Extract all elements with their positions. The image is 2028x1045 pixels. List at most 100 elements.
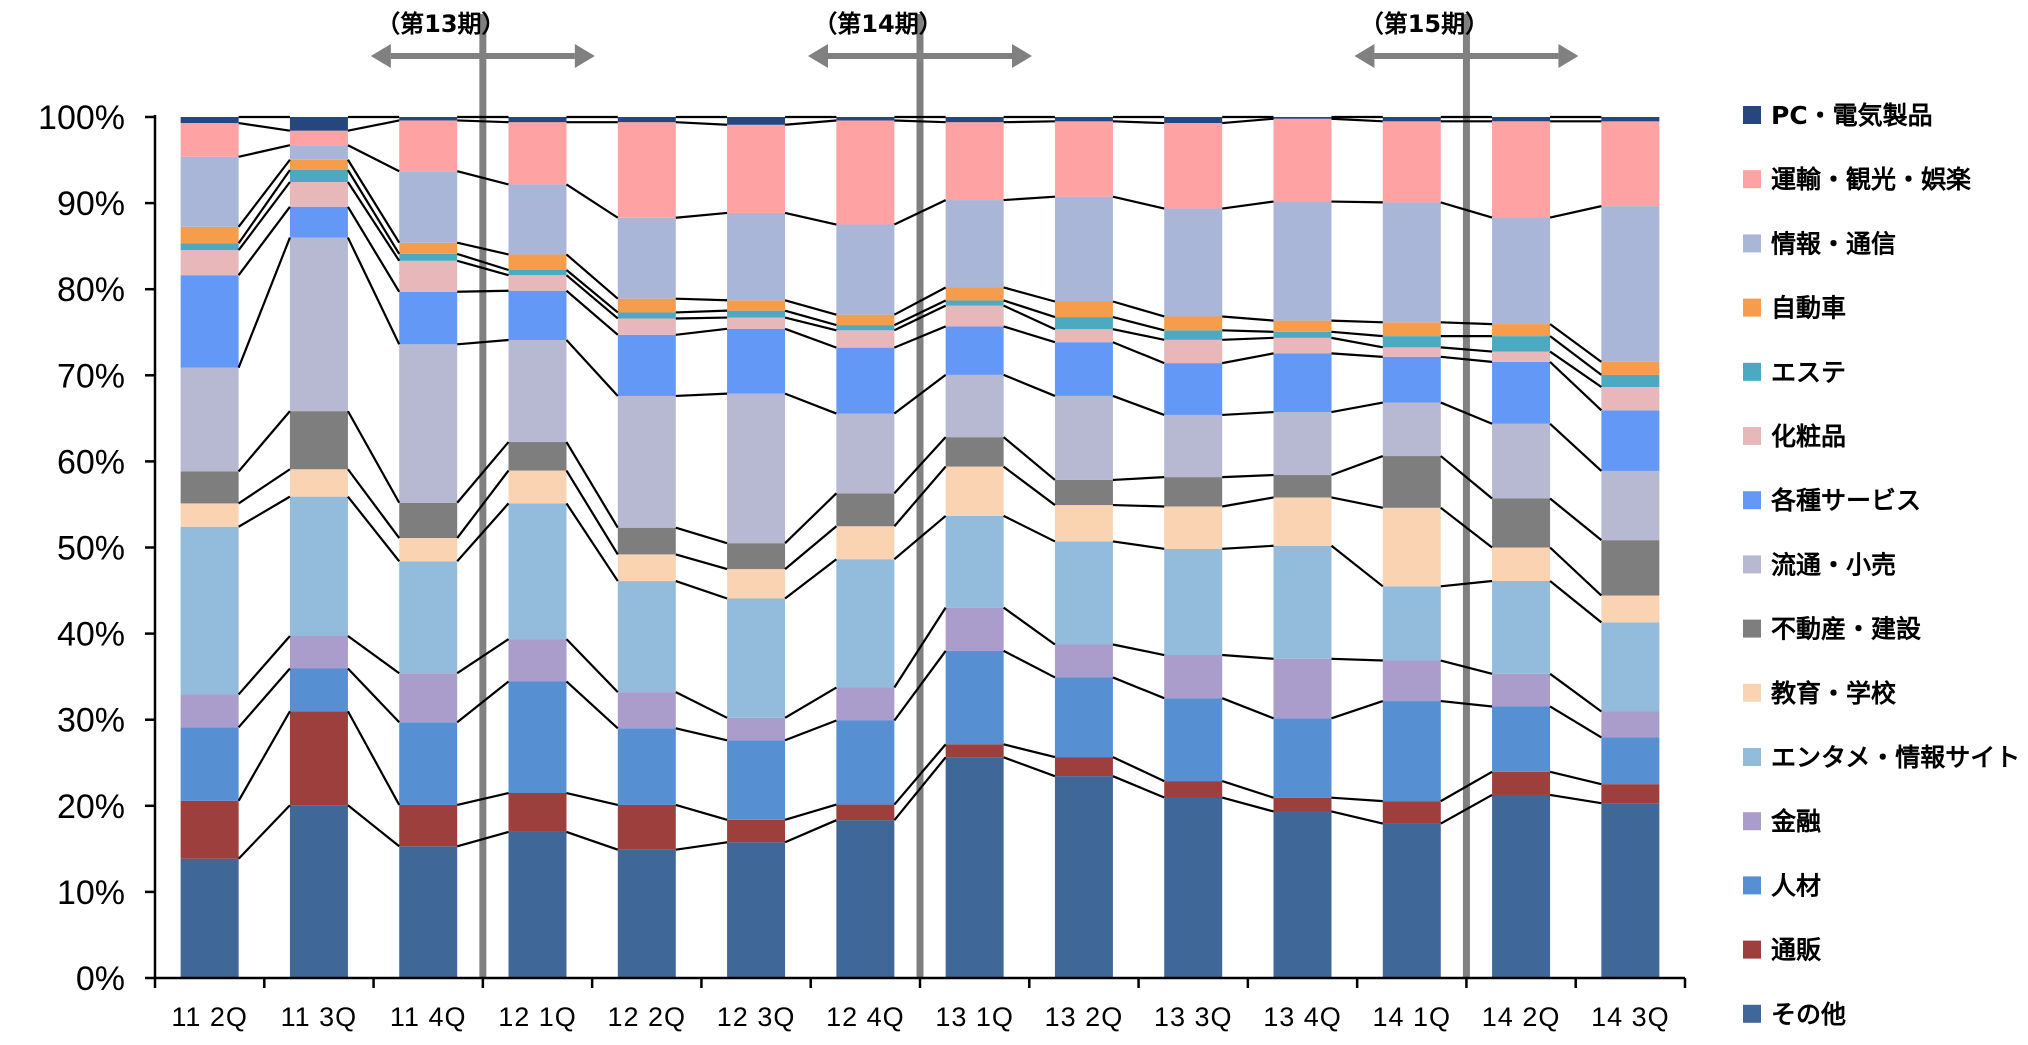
- bar-segment-11-2Q-5: [180, 503, 239, 527]
- bar-segment-13-1Q-11: [945, 287, 1004, 301]
- bar-segment-12-4Q-5: [836, 526, 895, 560]
- bar-segment-12-4Q-9: [836, 330, 895, 348]
- bar-segment-13-2Q-14: [1054, 117, 1113, 122]
- legend-label: エンタメ・情報サイト: [1771, 743, 2020, 772]
- bar-group-14-3Q: [1601, 117, 1660, 978]
- bar-segment-13-4Q-7: [1273, 412, 1332, 476]
- bar-segment-14-2Q-13: [1492, 121, 1551, 218]
- legend-item: 不動産・建設: [1743, 615, 1922, 644]
- y-tick-label: 70%: [57, 357, 125, 395]
- bar-segment-12-3Q-7: [727, 393, 786, 544]
- legend-swatch: [1743, 427, 1761, 445]
- bar-segment-13-2Q-10: [1054, 317, 1113, 330]
- bar-segment-12-2Q-3: [617, 692, 676, 729]
- bar-segment-13-2Q-1: [1054, 757, 1113, 777]
- period-label: （第14期）: [813, 10, 942, 38]
- bar-segment-13-4Q-13: [1273, 118, 1332, 202]
- y-tick-label: 40%: [57, 616, 125, 654]
- series-connector-lines: [237, 115, 1603, 860]
- legend-label: 情報・通信: [1771, 229, 1896, 258]
- bar-segment-13-4Q-10: [1273, 331, 1332, 338]
- bar-segment-14-3Q-5: [1601, 595, 1660, 623]
- bar-segment-13-4Q-0: [1273, 811, 1332, 978]
- bar-segment-13-4Q-5: [1273, 497, 1332, 546]
- bar-segment-12-4Q-11: [836, 314, 895, 326]
- legend-item: 運輸・観光・娯楽: [1743, 165, 1972, 194]
- bar-segment-12-1Q-9: [508, 275, 567, 291]
- connector-line-13: [238, 144, 1602, 226]
- legend-label: 金融: [1770, 807, 1821, 836]
- bar-segment-11-3Q-6: [289, 411, 348, 470]
- bar-segment-14-3Q-8: [1601, 410, 1660, 471]
- y-tick-label: 20%: [57, 788, 125, 826]
- bar-segment-12-2Q-11: [617, 298, 676, 313]
- bar-segment-11-2Q-10: [180, 243, 239, 251]
- legend-item: エステ: [1743, 358, 1846, 387]
- x-tick-label: 12 4Q: [826, 1002, 905, 1032]
- legend-swatch: [1743, 555, 1761, 574]
- bar-segment-12-3Q-10: [727, 310, 786, 318]
- legend-label: エステ: [1771, 358, 1846, 387]
- bar-segment-12-2Q-5: [617, 554, 676, 582]
- bar-segment-11-2Q-7: [180, 367, 239, 472]
- legend-label: 化粧品: [1771, 422, 1846, 451]
- bar-segment-12-4Q-10: [836, 325, 895, 331]
- bar-segment-13-4Q-3: [1273, 658, 1332, 719]
- connector-line-12: [237, 159, 1603, 363]
- bar-group-11-4Q: [399, 117, 458, 978]
- legend-swatch: [1743, 683, 1761, 702]
- bar-segment-11-2Q-6: [180, 471, 239, 504]
- bar-segment-13-3Q-14: [1164, 117, 1223, 124]
- bar-segment-13-2Q-12: [1054, 196, 1113, 302]
- bar-segment-14-1Q-3: [1382, 660, 1441, 702]
- legend: PC・電気製品運輸・観光・娯楽情報・通信自動車エステ化粧品各種サービス流通・小売…: [1743, 101, 2020, 1029]
- bar-segment-13-2Q-2: [1054, 677, 1113, 758]
- bar-segment-14-1Q-6: [1382, 456, 1441, 508]
- bar-segment-13-2Q-5: [1054, 505, 1113, 542]
- bar-segment-11-3Q-7: [289, 237, 348, 412]
- legend-swatch: [1743, 940, 1761, 959]
- bar-segment-14-1Q-10: [1382, 336, 1441, 348]
- bar-segment-12-1Q-13: [508, 122, 567, 185]
- bar-segment-13-3Q-9: [1164, 339, 1223, 364]
- y-tick-label: 0%: [76, 960, 125, 998]
- bar-segment-13-3Q-13: [1164, 123, 1223, 209]
- bar-segment-12-1Q-6: [508, 442, 567, 471]
- period-arrow-head-left: [370, 44, 391, 68]
- bar-segment-11-4Q-13: [399, 120, 458, 172]
- period-label: （第15期）: [1360, 10, 1489, 38]
- bar-segment-13-4Q-6: [1273, 475, 1332, 498]
- bar-segment-11-3Q-10: [289, 170, 348, 182]
- bar-group-12-2Q: [617, 117, 676, 978]
- bar-group-13-1Q: [945, 117, 1004, 978]
- bar-segment-14-1Q-0: [1382, 823, 1441, 978]
- bar-segment-12-2Q-13: [617, 122, 676, 218]
- connector-line-14: [238, 117, 1602, 132]
- bar-segment-14-2Q-7: [1492, 423, 1551, 499]
- bar-segment-13-1Q-1: [945, 744, 1004, 758]
- bar-segment-11-4Q-6: [399, 502, 458, 539]
- bar-segment-11-3Q-3: [289, 635, 348, 669]
- bar-segment-11-4Q-1: [399, 804, 458, 847]
- y-tick-label: 90%: [57, 185, 125, 223]
- legend-item: 情報・通信: [1743, 229, 1896, 258]
- bar-group-13-3Q: [1164, 117, 1223, 978]
- bar-segment-11-3Q-11: [289, 159, 348, 171]
- bar-segment-12-4Q-0: [836, 820, 895, 978]
- bar-segment-11-3Q-1: [289, 711, 348, 806]
- bar-segment-14-2Q-11: [1492, 324, 1551, 337]
- bar-segment-11-4Q-12: [399, 171, 458, 243]
- bar-segment-13-3Q-1: [1164, 781, 1223, 798]
- x-tick-label: 13 4Q: [1263, 1002, 1342, 1032]
- connector-line-7: [237, 410, 1603, 545]
- bar-segment-11-2Q-0: [180, 858, 239, 978]
- bar-segment-13-1Q-2: [945, 650, 1004, 745]
- bar-segment-11-4Q-3: [399, 673, 458, 723]
- bar-segment-12-2Q-4: [617, 581, 676, 693]
- bar-segment-12-1Q-11: [508, 254, 567, 271]
- bar-segment-14-2Q-12: [1492, 217, 1551, 325]
- bar-segment-11-2Q-12: [180, 156, 239, 227]
- bar-segment-13-1Q-14: [945, 117, 1004, 123]
- bar-segment-14-3Q-6: [1601, 540, 1660, 596]
